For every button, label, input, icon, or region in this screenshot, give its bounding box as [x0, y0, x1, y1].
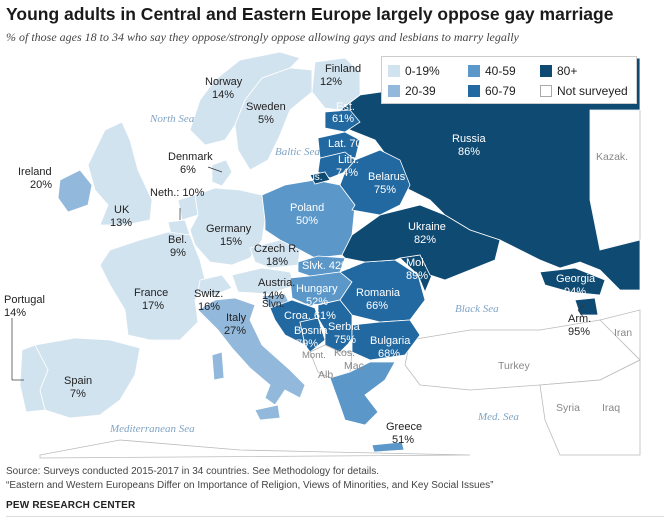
label-romania: Romania 66% [356, 287, 401, 312]
label-turkey: Turkey [498, 360, 530, 372]
legend-item-0-19: 0-19% [388, 64, 440, 78]
label-georgia: Georgia 94% [556, 273, 596, 298]
legend-item-80plus: 80+ [540, 64, 577, 78]
legend-item-40-59: 40-59 [468, 64, 516, 78]
label-hungary: Hungary 52% [296, 283, 338, 308]
label-kazakhstan: Kazak. [596, 151, 628, 163]
region-bulgaria [351, 319, 421, 361]
label-portugal: Portugal 14% [4, 294, 45, 319]
map-legend: 0-19% 40-59 80+ 20-39 60-79 Not surveyed [381, 56, 637, 104]
label-latvia: Lat. 70% [328, 138, 372, 150]
region-unsurveyed-africa [39, 439, 471, 459]
label-ireland: Ireland 20% [18, 166, 52, 191]
chart-title: Young adults in Central and Eastern Euro… [6, 4, 614, 24]
label-norway: Norway 14% [205, 76, 243, 101]
region-ukraine [341, 204, 501, 281]
pew-research-logo: PEW RESEARCH CENTER [6, 500, 136, 511]
europe-map: North Sea Baltic Sea Black Sea Mediterra… [4, 51, 641, 459]
source-note: Source: Surveys conducted 2015-2017 in 3… [6, 466, 380, 477]
label-france: France 17% [134, 287, 168, 312]
legend-swatch [388, 65, 400, 77]
legend-item-20-39: 20-39 [388, 84, 436, 98]
sea-label-baltic: Baltic Sea [275, 146, 320, 158]
label-germany: Germany 15% [206, 223, 252, 248]
label-denmark: Denmark 6% [168, 151, 213, 176]
region-belarus [339, 149, 411, 216]
label-bosnia: Bosnia 79% [294, 325, 329, 350]
region-bosnia [299, 317, 326, 353]
label-kaliningrad: Rus. [302, 172, 323, 183]
report-title: “Eastern and Western Europeans Differ on… [6, 480, 494, 491]
region-uk [87, 121, 153, 226]
region-estonia [324, 109, 361, 133]
label-slovakia: Slvk. 42% [302, 260, 351, 272]
map-shapes [19, 51, 641, 459]
sea-label-mediterranean: Mediterranean Sea [109, 423, 195, 435]
region-kaliningrad [309, 171, 331, 185]
sea-label-med: Med. Sea [477, 411, 519, 423]
legend-item-not-surveyed: Not surveyed [540, 84, 628, 98]
region-sweden [234, 67, 313, 171]
legend-swatch [540, 65, 552, 77]
label-switzerland: Switz. 16% [194, 288, 223, 313]
sea-label-black: Black Sea [455, 303, 499, 315]
label-bulgaria: Bulgaria 68% [370, 335, 411, 360]
label-russia: Russia 86% [452, 133, 487, 158]
region-greece [329, 361, 396, 426]
legend-swatch [388, 85, 400, 97]
sea-label-north: North Sea [149, 113, 195, 125]
label-belgium: Bel. 9% [168, 234, 187, 259]
legend-swatch [468, 85, 480, 97]
label-croatia: Croa. 61% [284, 310, 336, 322]
label-estonia: Est. 61% [332, 101, 355, 125]
label-finland: Finland 12% [320, 63, 361, 88]
region-georgia [539, 267, 606, 296]
label-albania: Alb. [318, 369, 336, 381]
region-ireland [57, 169, 93, 213]
label-kosovo: Kos. [334, 347, 355, 359]
region-unsurveyed-balkans [309, 344, 353, 379]
legend-swatch [540, 85, 552, 97]
label-iran: Iran [614, 327, 632, 339]
label-spain: Spain 7% [64, 375, 92, 400]
label-macedonia: Mac. [344, 360, 367, 372]
footer-rule [6, 516, 664, 517]
region-portugal [19, 344, 49, 413]
region-germany [189, 187, 266, 266]
label-slovenia: Slvn. [262, 299, 284, 310]
label-ukraine: Ukraine 82% [408, 221, 446, 246]
region-denmark [211, 159, 233, 187]
region-sicily [254, 404, 281, 421]
label-sweden: Sweden 5% [246, 101, 286, 126]
label-greece: Greece 51% [386, 421, 422, 446]
region-unsurveyed-kazakhstan [589, 109, 641, 251]
label-syria: Syria [556, 402, 580, 414]
label-serbia: Serbia 75% [328, 321, 361, 346]
region-switzerland [197, 274, 233, 297]
label-italy: Italy 27% [224, 312, 247, 337]
label-iraq: Iraq [602, 402, 620, 414]
label-poland: Poland 50% [290, 202, 324, 227]
region-unsurveyed-iran [599, 309, 641, 361]
chart-subtitle: % of those ages 18 to 34 who say they op… [6, 30, 519, 44]
label-lithuania: Lith. 74% [336, 154, 359, 179]
region-sardinia [211, 351, 225, 381]
region-crete [371, 441, 405, 453]
region-france [99, 231, 206, 341]
label-netherlands: Neth.: 10% [150, 187, 205, 199]
legend-item-60-79: 60-79 [468, 84, 516, 98]
label-czech: Czech R. 18% [254, 243, 299, 268]
region-italy [197, 297, 306, 406]
label-moldova: Mol. 89% [406, 257, 428, 282]
legend-swatch [468, 65, 480, 77]
label-uk: UK 13% [110, 204, 132, 229]
label-montenegro: Mont. [302, 350, 326, 361]
label-austria: Austria. 14% [258, 277, 295, 302]
label-armenia: Arm. 95% [568, 313, 591, 338]
region-finland [311, 57, 361, 111]
region-unsurveyed-syria-iraq [539, 359, 641, 456]
label-belarus: Belarus 75% [368, 171, 406, 196]
